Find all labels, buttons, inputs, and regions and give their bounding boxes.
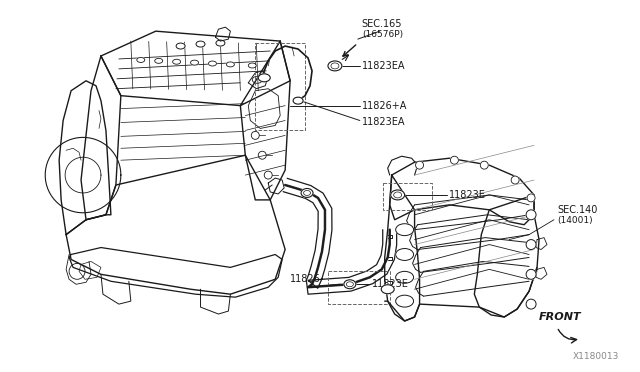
Ellipse shape bbox=[396, 224, 413, 235]
Ellipse shape bbox=[191, 60, 198, 65]
Circle shape bbox=[526, 269, 536, 279]
Circle shape bbox=[527, 194, 535, 202]
Text: 11823EA: 11823EA bbox=[362, 118, 405, 128]
Ellipse shape bbox=[396, 271, 413, 283]
Text: 11826: 11826 bbox=[290, 274, 321, 284]
Text: X1180013: X1180013 bbox=[572, 352, 619, 361]
Ellipse shape bbox=[344, 280, 356, 289]
Ellipse shape bbox=[227, 62, 234, 67]
Ellipse shape bbox=[209, 61, 216, 66]
Ellipse shape bbox=[328, 61, 342, 71]
Ellipse shape bbox=[248, 63, 256, 68]
Text: 11826+A: 11826+A bbox=[362, 100, 407, 110]
Ellipse shape bbox=[396, 295, 413, 307]
Circle shape bbox=[451, 156, 458, 164]
Ellipse shape bbox=[216, 40, 225, 46]
Text: 11823E: 11823E bbox=[372, 279, 409, 289]
Ellipse shape bbox=[381, 285, 394, 294]
Ellipse shape bbox=[390, 190, 404, 200]
Ellipse shape bbox=[259, 74, 270, 82]
Text: (14001): (14001) bbox=[557, 216, 593, 225]
Text: SEC.140: SEC.140 bbox=[557, 205, 597, 215]
Circle shape bbox=[526, 299, 536, 309]
Circle shape bbox=[526, 210, 536, 220]
Ellipse shape bbox=[196, 41, 205, 47]
Circle shape bbox=[480, 161, 488, 169]
Text: SEC.165: SEC.165 bbox=[362, 19, 403, 29]
Circle shape bbox=[526, 240, 536, 250]
Text: 11823EA: 11823EA bbox=[362, 61, 405, 71]
Ellipse shape bbox=[137, 57, 145, 62]
Text: (16576P): (16576P) bbox=[362, 30, 403, 39]
Ellipse shape bbox=[173, 59, 180, 64]
Ellipse shape bbox=[301, 189, 313, 198]
Ellipse shape bbox=[176, 43, 185, 49]
Text: 11823E: 11823E bbox=[449, 190, 486, 200]
Circle shape bbox=[511, 176, 519, 184]
Ellipse shape bbox=[155, 58, 163, 63]
Ellipse shape bbox=[293, 97, 303, 104]
Circle shape bbox=[415, 161, 424, 169]
Text: FRONT: FRONT bbox=[539, 312, 582, 322]
Ellipse shape bbox=[396, 248, 413, 260]
